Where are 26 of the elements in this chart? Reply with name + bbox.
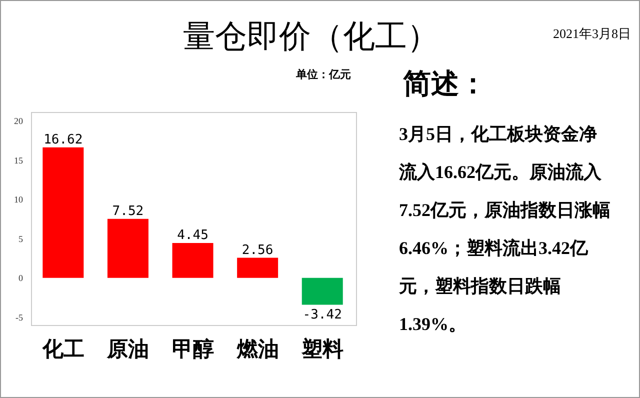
bar <box>42 147 84 278</box>
data-label: 2.56 <box>242 242 274 258</box>
text: 3月5日，化工板块资金净流入16.62亿元。原油流入7.52亿元，原油指数日涨幅6.46%；塑料流出3.42亿元，塑料指数日跌幅1.39%。 <box>399 123 611 336</box>
text: 单位：亿元 <box>296 68 351 82</box>
text: 简述： <box>403 68 487 102</box>
x-tick-label: 塑料 <box>300 336 344 361</box>
data-label: -3.42 <box>302 308 342 323</box>
bar <box>237 258 278 278</box>
data-label: 16.62 <box>44 132 83 148</box>
x-tick-label: 燃油 <box>236 336 279 361</box>
data-label: 7.52 <box>112 204 144 219</box>
chart-title: 量仓即价（化工） <box>182 17 440 56</box>
y-tick-label: -5 <box>16 312 24 322</box>
text: 2021年3月8日 <box>553 25 631 43</box>
y-tick-label: 0 <box>18 273 24 284</box>
bar <box>172 242 214 278</box>
y-tick-label: 5 <box>18 234 24 244</box>
data-label: 4.45 <box>177 228 208 243</box>
y-tick-label: 20 <box>14 116 24 126</box>
x-tick-label: 甲醇 <box>172 336 214 361</box>
y-tick-label: 15 <box>14 155 24 166</box>
x-tick-label: 原油 <box>106 336 150 361</box>
bar <box>107 218 148 278</box>
y-tick-label: 10 <box>14 194 24 205</box>
x-tick-label: 化工 <box>41 336 84 361</box>
bar <box>302 278 343 305</box>
